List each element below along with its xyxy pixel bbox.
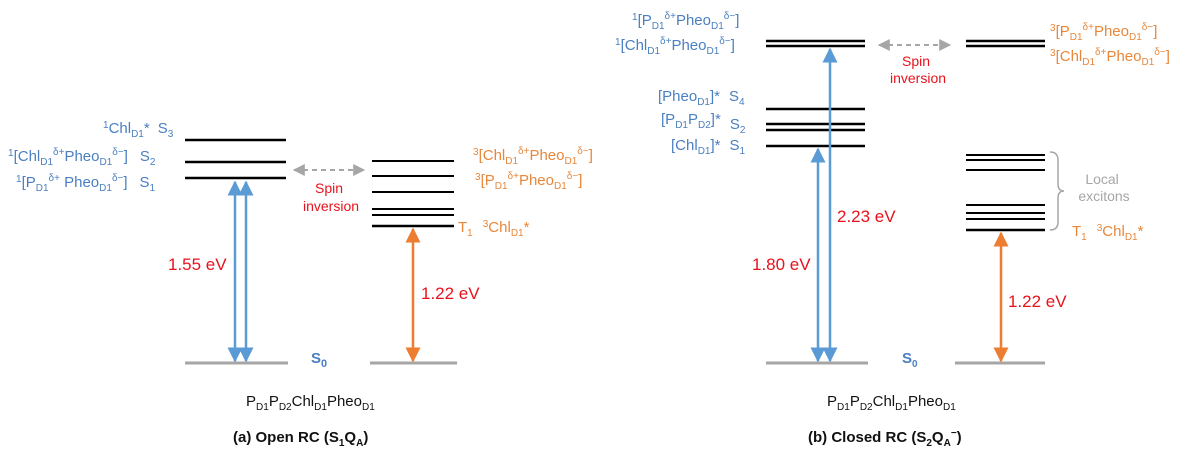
- label-3p-pheo: 3[PD1δ+PheoD1δ−]: [475, 171, 582, 192]
- panel-b: S0 Local excitons 2.23 eV 1.80 eV: [615, 11, 1170, 449]
- molecule-label-b: PD1PD2ChlD1PheoD1: [827, 393, 956, 413]
- energy-triplet-b: 1.22 eV: [1008, 292, 1067, 311]
- label-3chl-pheo: 3[ChlD1δ+PheoD1δ−]: [473, 146, 593, 167]
- panel-title-b: (b) Closed RC (S2QA−): [808, 428, 962, 449]
- label-1chl-pheo-s2: 1[ChlD1δ+PheoD1δ−] S2: [8, 147, 156, 168]
- label-t1-3chl: T13ChlD1*: [458, 219, 530, 239]
- label-3chl-pheo-b: 3[ChlD1δ+PheoD1δ−]: [1050, 47, 1170, 68]
- energy-triplet-a: 1.22 eV: [421, 284, 480, 303]
- ground-state-label-b: S0: [902, 350, 918, 370]
- molecule-label-a: PD1PD2ChlD1PheoD1: [246, 393, 375, 413]
- label-chl-s1: [ChlD1]* S1: [671, 137, 746, 157]
- energy-singlet-a: 1.55 eV: [168, 255, 227, 274]
- label-pheo-s4: [PheoD1]* S4: [658, 88, 745, 108]
- label-t1-3chl-b: T13ChlD1*: [1072, 223, 1144, 243]
- ground-state-label: S0: [311, 350, 327, 370]
- label-3p-pheo-b: 3[PD1δ+PheoD1δ−]: [1050, 22, 1157, 43]
- panel-a: S0 1.55 eV 1.22 eV Spin inversion 1ChlD1…: [8, 120, 593, 449]
- local-excitons-label: Local excitons: [1078, 171, 1129, 204]
- label-1chl-s3: 1ChlD1* S3: [103, 120, 174, 140]
- label-1chl-pheo-b: 1[ChlD1δ+PheoD1δ−]: [615, 36, 735, 57]
- spin-inversion-label-a: Spin inversion: [303, 180, 359, 214]
- energy-singlet-high-b: 2.23 eV: [837, 207, 896, 226]
- panel-title-a: (a) Open RC (S1QA): [233, 429, 368, 449]
- spin-inversion-label-b: Spin inversion: [890, 53, 946, 86]
- label-1p-pheo-b: 1[PD1δ+PheoD1δ−]: [632, 11, 739, 32]
- local-excitons-brace: [1049, 151, 1065, 231]
- energy-singlet-low-b: 1.80 eV: [752, 255, 811, 274]
- label-pp-s2: [PD1PD2]* S2: [661, 111, 746, 136]
- label-1p-pheo-s1: 1[PD1δ+ PheoD1δ−] S1: [16, 173, 156, 194]
